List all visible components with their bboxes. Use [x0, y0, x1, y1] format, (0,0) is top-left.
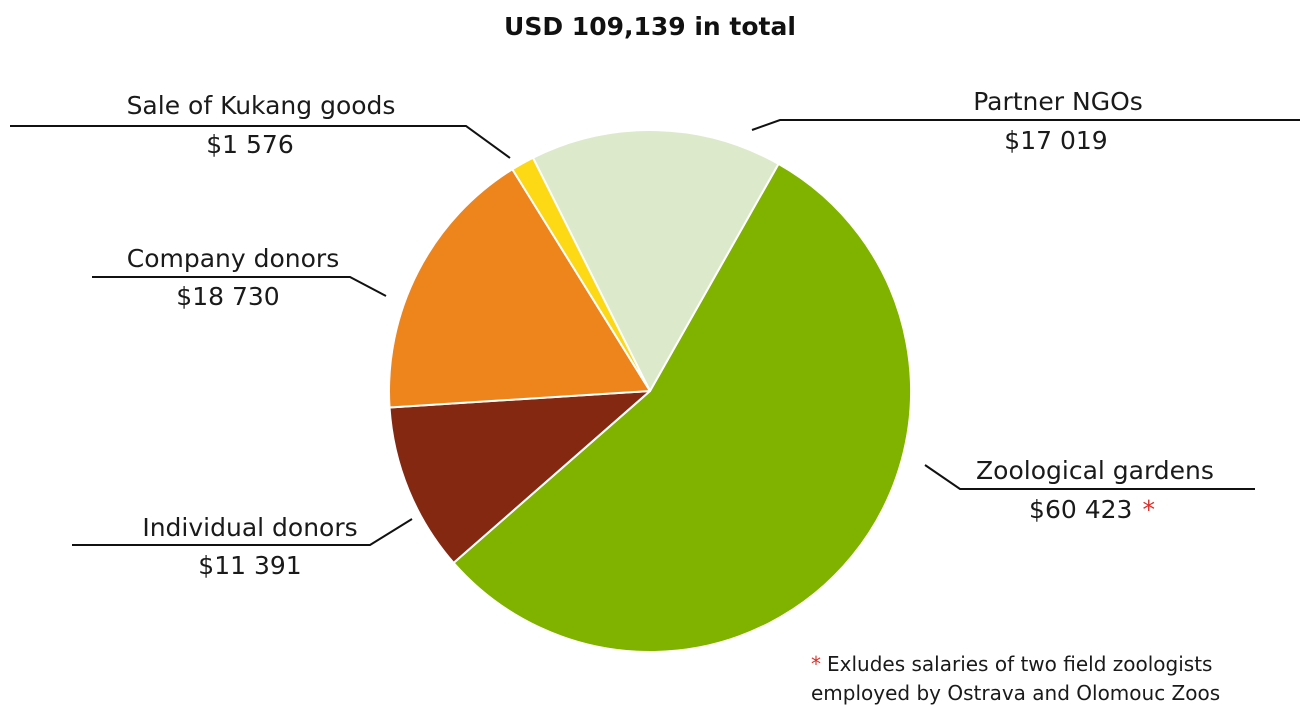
value-partner-ngos: $17 019	[1004, 126, 1107, 155]
footnote-line-2: employed by Ostrava and Olomouc Zoos	[811, 681, 1220, 705]
label-company-donors: Company donors	[127, 244, 340, 273]
pie-slice-individual-donors	[388, 390, 651, 564]
value-zoological-gardens-group: $60 423 *	[1029, 495, 1155, 524]
pie-slice-company-donors	[388, 168, 651, 409]
label-partner-ngos: Partner NGOs	[973, 87, 1143, 116]
label-individual-donors: Individual donors	[142, 513, 357, 542]
leader-line-zoological-gardens	[924, 464, 1255, 490]
leader-line-partner-ngos	[751, 119, 1300, 131]
slice-labels: Zoological gardens $60 423 * Individual d…	[127, 87, 1214, 580]
label-zoological-gardens: Zoological gardens	[976, 456, 1214, 485]
leader-line-company-donors	[92, 276, 387, 297]
label-sale-of-kukang-goods: Sale of Kukang goods	[127, 91, 396, 120]
footnote-marker: *	[811, 652, 821, 676]
footnote-text-1: Exludes salaries of two field zoologists	[827, 652, 1212, 676]
leader-lines	[10, 119, 1300, 546]
leader-line-sale-of-kukang-goods	[10, 125, 511, 159]
chart-title: USD 109,139 in total	[504, 12, 796, 41]
pie-slices	[388, 129, 912, 653]
value-zoological-gardens: $60 423	[1029, 495, 1132, 524]
value-marker-star: *	[1142, 495, 1155, 524]
pie-slice-zoological-gardens	[452, 162, 912, 653]
pie-slice-partner-ngos	[531, 129, 780, 392]
footnote-line-1: * Exludes salaries of two field zoologist…	[811, 652, 1212, 676]
footnote: * Exludes salaries of two field zoologist…	[811, 652, 1220, 705]
value-company-donors: $18 730	[176, 282, 279, 311]
value-individual-donors: $11 391	[198, 551, 301, 580]
leader-line-individual-donors	[72, 518, 413, 546]
value-sale-of-kukang-goods: $1 576	[206, 130, 293, 159]
